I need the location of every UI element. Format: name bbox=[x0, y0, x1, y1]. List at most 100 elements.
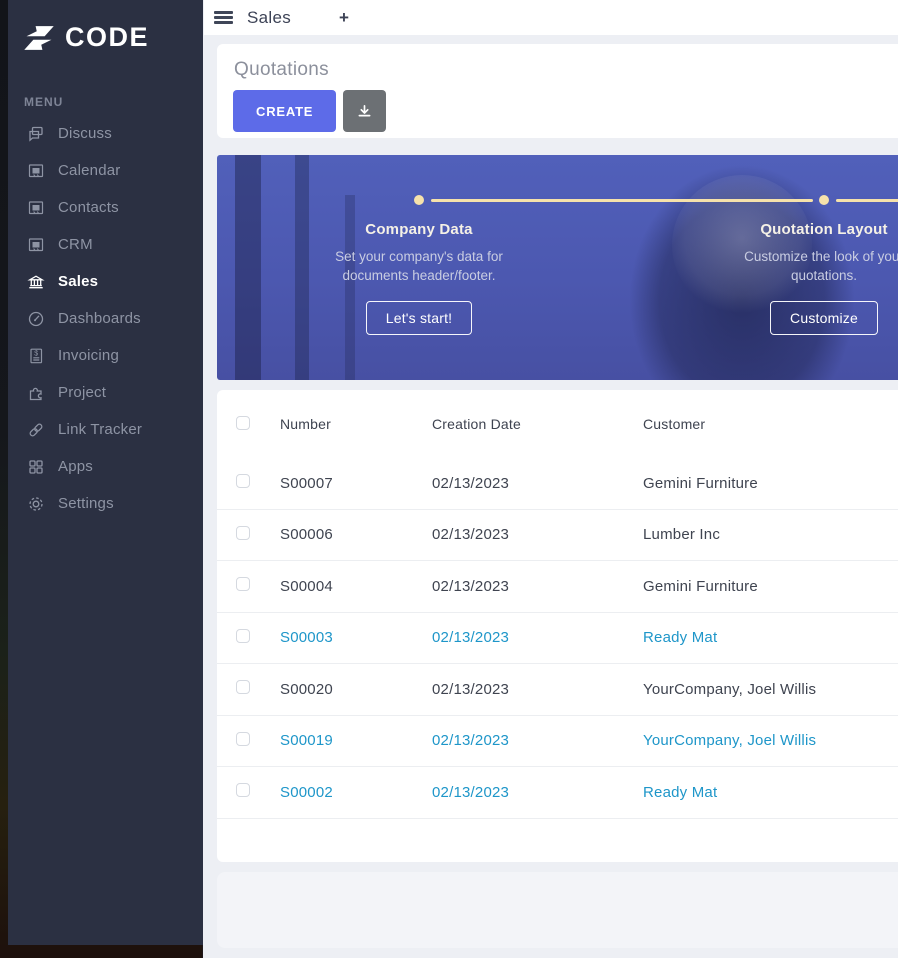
creation-date: 02/13/2023 bbox=[432, 732, 510, 750]
creation-date: 02/13/2023 bbox=[432, 526, 510, 544]
sidebar: CODE MENU Discuss Calendar bbox=[8, 0, 203, 945]
app-logo[interactable]: CODE bbox=[8, 0, 203, 53]
topbar-title: Sales bbox=[247, 7, 292, 27]
creation-date: 02/13/2023 bbox=[432, 680, 510, 698]
row-checkbox[interactable] bbox=[236, 680, 250, 695]
sidebar-item-contacts[interactable]: Contacts bbox=[8, 189, 203, 226]
customize-button[interactable]: Customize bbox=[770, 301, 878, 335]
logo-text: CODE bbox=[65, 22, 150, 52]
table-row[interactable]: S00007 02/13/2023 Gemini Furniture bbox=[217, 458, 898, 510]
timeline-line bbox=[836, 199, 898, 202]
creation-date: 02/13/2023 bbox=[432, 629, 510, 647]
sidebar-item-label: Discuss bbox=[58, 125, 112, 142]
sales-icon bbox=[27, 274, 45, 288]
row-checkbox[interactable] bbox=[236, 628, 250, 643]
sidebar-item-discuss[interactable]: Discuss bbox=[8, 115, 203, 152]
onboarding-step-company-data: Company Data Set your company's data for… bbox=[309, 221, 529, 335]
customer-name: Lumber Inc bbox=[643, 526, 721, 544]
row-checkbox[interactable] bbox=[236, 783, 250, 798]
dashboards-icon bbox=[28, 311, 44, 326]
create-button[interactable]: CREATE bbox=[233, 90, 337, 132]
step-description: Customize the look of your quotations. bbox=[744, 249, 898, 283]
table-row[interactable]: S00006 02/13/2023 Lumber Inc bbox=[217, 510, 898, 561]
discuss-icon bbox=[29, 126, 43, 142]
creation-date: 02/13/2023 bbox=[432, 474, 510, 492]
banner-photo-decor bbox=[235, 155, 261, 380]
logo-icon bbox=[24, 25, 54, 50]
creation-date: 02/13/2023 bbox=[432, 783, 510, 801]
hamburger-menu-icon[interactable] bbox=[214, 11, 233, 24]
sidebar-item-label: CRM bbox=[58, 236, 93, 253]
customer-name: YourCompany, Joel Willis bbox=[643, 680, 817, 698]
sidebar-item-dashboards[interactable]: Dashboards bbox=[8, 300, 203, 337]
customer-name: Ready Mat bbox=[643, 783, 718, 801]
sidebar-item-label: Project bbox=[58, 384, 107, 401]
step-description: Set your company's data for documents he… bbox=[335, 249, 503, 283]
quotation-number: S00019 bbox=[280, 732, 333, 750]
column-header-number[interactable]: Number bbox=[280, 416, 331, 432]
sidebar-item-label: Settings bbox=[58, 495, 114, 512]
link-tracker-icon bbox=[29, 423, 43, 436]
quotation-number: S00006 bbox=[280, 526, 333, 544]
sidebar-item-label: Invoicing bbox=[58, 347, 120, 364]
crm-icon bbox=[28, 237, 44, 251]
quotation-number: S00007 bbox=[280, 474, 333, 492]
customer-name: Gemini Furniture bbox=[643, 474, 758, 492]
sidebar-item-apps[interactable]: Apps bbox=[8, 448, 203, 485]
table-row[interactable]: S00004 02/13/2023 Gemini Furniture bbox=[217, 561, 898, 613]
menu-section-label: MENU bbox=[24, 95, 64, 109]
step-title: Company Data bbox=[365, 221, 473, 238]
quotation-number: S00004 bbox=[280, 577, 333, 595]
quotation-number: S00003 bbox=[280, 629, 333, 647]
quotations-table-card: Number Creation Date Customer S00007 02/… bbox=[217, 390, 898, 862]
calendar-icon bbox=[28, 163, 44, 177]
onboarding-banner: Company Data Set your company's data for… bbox=[217, 155, 898, 380]
creation-date: 02/13/2023 bbox=[432, 577, 510, 595]
svg-text:$: $ bbox=[34, 350, 38, 357]
timeline-dot bbox=[414, 195, 424, 205]
sidebar-item-crm[interactable]: CRM bbox=[8, 226, 203, 263]
sidebar-item-label: Apps bbox=[58, 458, 93, 475]
row-checkbox[interactable] bbox=[236, 474, 250, 489]
sidebar-item-label: Link Tracker bbox=[58, 421, 143, 438]
invoicing-icon: $ bbox=[30, 348, 43, 363]
row-checkbox[interactable] bbox=[236, 731, 250, 746]
row-checkbox[interactable] bbox=[236, 525, 250, 540]
sidebar-item-label: Sales bbox=[58, 273, 99, 290]
timeline-line bbox=[431, 199, 813, 202]
onboarding-step-quotation-layout: Quotation Layout Customize the look of y… bbox=[717, 221, 898, 335]
column-header-customer[interactable]: Customer bbox=[643, 416, 706, 432]
table-row[interactable]: S00019 02/13/2023 YourCompany, Joel Will… bbox=[217, 716, 898, 767]
customer-name: Ready Mat bbox=[643, 629, 718, 647]
export-button[interactable] bbox=[343, 90, 387, 132]
lets-start-button[interactable]: Let's start! bbox=[365, 301, 473, 335]
table-row[interactable]: S00003 02/13/2023 Ready Mat bbox=[217, 613, 898, 664]
customer-name: Gemini Furniture bbox=[643, 577, 758, 595]
topbar: Sales + bbox=[204, 0, 898, 35]
table-row[interactable]: S00002 02/13/2023 Ready Mat bbox=[217, 767, 898, 819]
apps-icon bbox=[29, 459, 43, 474]
sidebar-nav: Discuss Calendar Contacts bbox=[8, 115, 203, 522]
sidebar-item-project[interactable]: Project bbox=[8, 374, 203, 411]
sidebar-item-link-tracker[interactable]: Link Tracker bbox=[8, 411, 203, 448]
sidebar-item-invoicing[interactable]: $ Invoicing bbox=[8, 337, 203, 374]
customer-name: YourCompany, Joel Willis bbox=[643, 732, 817, 750]
table-row[interactable]: S00020 02/13/2023 YourCompany, Joel Will… bbox=[217, 664, 898, 716]
new-tab-button[interactable]: + bbox=[339, 8, 349, 27]
table-header-row: Number Creation Date Customer bbox=[217, 390, 898, 458]
page-title: Quotations bbox=[234, 59, 329, 80]
sidebar-item-sales[interactable]: Sales bbox=[8, 263, 203, 300]
banner-photo-decor bbox=[295, 155, 309, 380]
select-all-checkbox[interactable] bbox=[236, 415, 250, 430]
timeline-dot bbox=[819, 195, 829, 205]
sidebar-item-settings[interactable]: Settings bbox=[8, 485, 203, 522]
bottom-panel bbox=[217, 872, 898, 948]
row-checkbox[interactable] bbox=[236, 577, 250, 592]
quotation-number: S00002 bbox=[280, 783, 333, 801]
sidebar-item-label: Calendar bbox=[58, 162, 121, 179]
quotations-header-card: Quotations CREATE bbox=[217, 44, 898, 138]
sidebar-item-calendar[interactable]: Calendar bbox=[8, 152, 203, 189]
settings-icon bbox=[29, 496, 43, 511]
column-header-creation-date[interactable]: Creation Date bbox=[432, 416, 521, 432]
